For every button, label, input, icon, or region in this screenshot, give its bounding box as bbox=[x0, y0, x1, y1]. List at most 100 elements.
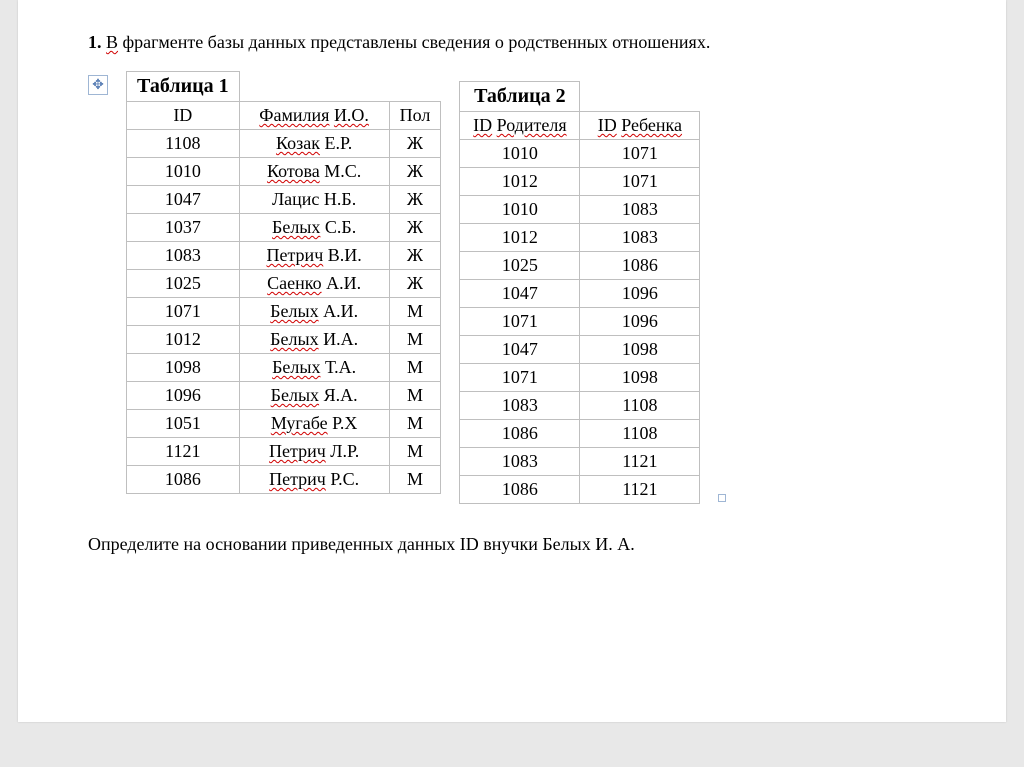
table1-col-gender: Пол bbox=[389, 102, 441, 130]
table2-col-child: ID Ребенка bbox=[580, 112, 700, 140]
cell-parent-id: 1047 bbox=[460, 336, 580, 364]
table1-col-name: Фамилия И.О. bbox=[239, 102, 389, 130]
cell-id: 1025 bbox=[127, 270, 240, 298]
table-row: 1025Саенко А.И.Ж bbox=[127, 270, 441, 298]
table-row: 1047Лацис Н.Б.Ж bbox=[127, 186, 441, 214]
cell-child-id: 1108 bbox=[580, 392, 700, 420]
cell-child-id: 1096 bbox=[580, 280, 700, 308]
cell-id: 1098 bbox=[127, 354, 240, 382]
move-anchor-icon: ✥ bbox=[88, 75, 108, 95]
problem-number: 1. bbox=[88, 32, 102, 52]
cell-child-id: 1083 bbox=[580, 196, 700, 224]
table-row: 10861108 bbox=[460, 420, 700, 448]
cell-gender: М bbox=[389, 326, 441, 354]
cell-id: 1096 bbox=[127, 382, 240, 410]
table-row: 1108Козак Е.Р.Ж bbox=[127, 130, 441, 158]
cell-child-id: 1096 bbox=[580, 308, 700, 336]
cell-name: Петрич Л.Р. bbox=[239, 438, 389, 466]
table-row: 10121083 bbox=[460, 224, 700, 252]
cell-child-id: 1098 bbox=[580, 336, 700, 364]
cell-gender: Ж bbox=[389, 158, 441, 186]
cell-parent-id: 1086 bbox=[460, 420, 580, 448]
cell-parent-id: 1083 bbox=[460, 392, 580, 420]
cell-id: 1108 bbox=[127, 130, 240, 158]
table-row: 1121Петрич Л.Р.М bbox=[127, 438, 441, 466]
cell-id: 1071 bbox=[127, 298, 240, 326]
table-row: 10251086 bbox=[460, 252, 700, 280]
cell-child-id: 1121 bbox=[580, 476, 700, 504]
cell-name: Лацис Н.Б. bbox=[239, 186, 389, 214]
table-row: 1012Белых И.А.М bbox=[127, 326, 441, 354]
table-row: 10831108 bbox=[460, 392, 700, 420]
problem-text: В фрагменте базы данных представлены све… bbox=[106, 32, 710, 52]
cell-gender: М bbox=[389, 410, 441, 438]
table-row: 1098Белых Т.А.М bbox=[127, 354, 441, 382]
table-row: 1051Мугабе Р.ХМ bbox=[127, 410, 441, 438]
cell-name: Петрич Р.С. bbox=[239, 466, 389, 494]
cell-id: 1083 bbox=[127, 242, 240, 270]
cell-parent-id: 1071 bbox=[460, 364, 580, 392]
cell-gender: М bbox=[389, 298, 441, 326]
table-row: 10711098 bbox=[460, 364, 700, 392]
table-row: 10471096 bbox=[460, 280, 700, 308]
cell-child-id: 1083 bbox=[580, 224, 700, 252]
cell-name: Белых С.Б. bbox=[239, 214, 389, 242]
table-end-marker bbox=[718, 494, 726, 502]
cell-child-id: 1098 bbox=[580, 364, 700, 392]
cell-id: 1012 bbox=[127, 326, 240, 354]
table-row: 10831121 bbox=[460, 448, 700, 476]
table-row: 1083Петрич В.И.Ж bbox=[127, 242, 441, 270]
cell-child-id: 1071 bbox=[580, 168, 700, 196]
cell-parent-id: 1086 bbox=[460, 476, 580, 504]
table-row: 1071Белых А.И.М bbox=[127, 298, 441, 326]
table-row: 1037Белых С.Б.Ж bbox=[127, 214, 441, 242]
cell-name: Мугабе Р.Х bbox=[239, 410, 389, 438]
cell-parent-id: 1012 bbox=[460, 168, 580, 196]
cell-child-id: 1086 bbox=[580, 252, 700, 280]
cell-gender: Ж bbox=[389, 186, 441, 214]
cell-parent-id: 1012 bbox=[460, 224, 580, 252]
cell-name: Белых Т.А. bbox=[239, 354, 389, 382]
cell-child-id: 1071 bbox=[580, 140, 700, 168]
table2-title: Таблица 2 bbox=[460, 82, 580, 112]
cell-gender: М bbox=[389, 354, 441, 382]
cell-name: Белых И.А. bbox=[239, 326, 389, 354]
cell-child-id: 1121 bbox=[580, 448, 700, 476]
table-row: 10861121 bbox=[460, 476, 700, 504]
table1-col-id: ID bbox=[127, 102, 240, 130]
cell-id: 1121 bbox=[127, 438, 240, 466]
cell-gender: М bbox=[389, 438, 441, 466]
cell-gender: М bbox=[389, 382, 441, 410]
cell-gender: Ж bbox=[389, 270, 441, 298]
cell-gender: М bbox=[389, 466, 441, 494]
cell-parent-id: 1010 bbox=[460, 196, 580, 224]
table-row: 10711096 bbox=[460, 308, 700, 336]
table-2: Таблица 2 ID Родителя ID Ребенка bbox=[459, 81, 700, 504]
table-row: 10121071 bbox=[460, 168, 700, 196]
table-row: 10101083 bbox=[460, 196, 700, 224]
cell-id: 1051 bbox=[127, 410, 240, 438]
cell-parent-id: 1010 bbox=[460, 140, 580, 168]
cell-name: Белых Я.А. bbox=[239, 382, 389, 410]
cell-gender: Ж bbox=[389, 130, 441, 158]
cell-name: Петрич В.И. bbox=[239, 242, 389, 270]
cell-gender: Ж bbox=[389, 242, 441, 270]
table-1: Таблица 1 ID Фамилия И.О. Пол 1108Ко bbox=[126, 71, 441, 494]
cell-parent-id: 1083 bbox=[460, 448, 580, 476]
table1-title: Таблица 1 bbox=[127, 72, 240, 102]
table2-col-parent: ID Родителя bbox=[460, 112, 580, 140]
table-row: 1086Петрич Р.С.М bbox=[127, 466, 441, 494]
table-row: 1096Белых Я.А.М bbox=[127, 382, 441, 410]
cell-parent-id: 1025 bbox=[460, 252, 580, 280]
cell-child-id: 1108 bbox=[580, 420, 700, 448]
cell-name: Козак Е.Р. bbox=[239, 130, 389, 158]
cell-name: Саенко А.И. bbox=[239, 270, 389, 298]
cell-id: 1086 bbox=[127, 466, 240, 494]
cell-id: 1010 bbox=[127, 158, 240, 186]
table-row: 1010Котова М.С.Ж bbox=[127, 158, 441, 186]
cell-id: 1047 bbox=[127, 186, 240, 214]
cell-name: Белых А.И. bbox=[239, 298, 389, 326]
cell-parent-id: 1071 bbox=[460, 308, 580, 336]
cell-id: 1037 bbox=[127, 214, 240, 242]
cell-gender: Ж bbox=[389, 214, 441, 242]
